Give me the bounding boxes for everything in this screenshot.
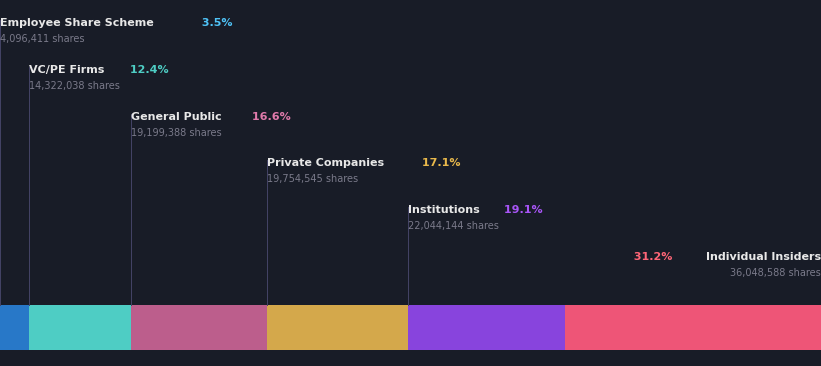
Bar [267, 305, 407, 350]
Text: 4,096,411 shares: 4,096,411 shares [0, 34, 85, 44]
Bar [0, 305, 29, 350]
Text: Employee Share Scheme: Employee Share Scheme [0, 18, 154, 28]
Bar [407, 305, 565, 350]
Text: Private Companies: Private Companies [267, 158, 384, 168]
Text: 19.1%: 19.1% [500, 205, 543, 215]
Bar [29, 305, 131, 350]
Text: 16.6%: 16.6% [248, 112, 291, 122]
Text: 36,048,588 shares: 36,048,588 shares [730, 268, 821, 278]
Text: Individual Insiders: Individual Insiders [706, 252, 821, 262]
Text: 22,044,144 shares: 22,044,144 shares [407, 221, 498, 231]
Text: 3.5%: 3.5% [199, 18, 233, 28]
Text: VC/PE Firms: VC/PE Firms [29, 65, 104, 75]
Text: 19,754,545 shares: 19,754,545 shares [267, 174, 358, 184]
Text: 31.2%: 31.2% [630, 252, 672, 262]
Text: 14,322,038 shares: 14,322,038 shares [29, 81, 120, 91]
Bar [131, 305, 267, 350]
Text: Institutions: Institutions [407, 205, 479, 215]
Text: 12.4%: 12.4% [126, 65, 168, 75]
Text: 19,199,388 shares: 19,199,388 shares [131, 128, 222, 138]
Text: 17.1%: 17.1% [418, 158, 461, 168]
Text: General Public: General Public [131, 112, 222, 122]
Bar [565, 305, 821, 350]
